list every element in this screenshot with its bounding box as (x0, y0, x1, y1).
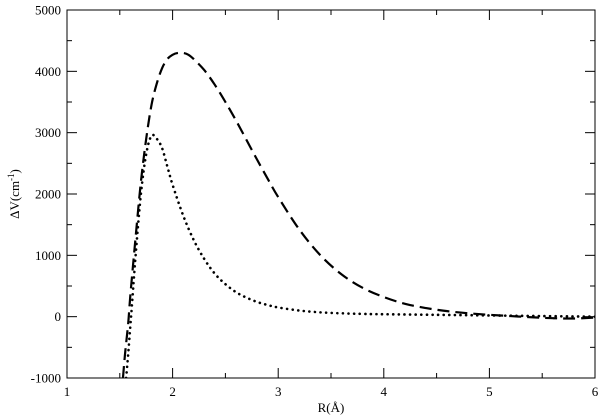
x-tick-label: 5 (486, 384, 493, 399)
y-axis-title: ΔV(cm-1) (6, 169, 22, 219)
plot-series (121, 51, 595, 378)
dashed-series-line (121, 51, 595, 378)
y-tick-label: 5000 (35, 3, 61, 18)
y-axis-title-close: ) (7, 169, 22, 173)
y-tick-label: 1000 (35, 248, 61, 263)
x-tick-label: 6 (592, 384, 599, 399)
x-tick-label: 2 (169, 384, 176, 399)
x-axis-title: R(Å) (318, 400, 345, 415)
x-tick-label: 1 (64, 384, 71, 399)
x-tick-label: 4 (381, 384, 388, 399)
tick-labels: 1 2 3 4 5 6 -1000 0 1000 2000 3000 4000 5000 (31, 3, 599, 400)
y-tick-label: 2000 (35, 187, 61, 202)
y-axis-title-main: ΔV(cm (7, 181, 22, 219)
y-axis-title-superscript: -1 (6, 173, 16, 181)
y-tick-label: 4000 (35, 64, 61, 79)
axis-ticks (66, 9, 596, 379)
dotted-series-line (124, 133, 595, 378)
x-tick-label: 3 (275, 384, 282, 399)
y-tick-label: 0 (55, 309, 62, 324)
plot-frame (66, 9, 596, 379)
y-tick-label: -1000 (31, 371, 61, 386)
y-tick-label: 3000 (35, 125, 61, 140)
